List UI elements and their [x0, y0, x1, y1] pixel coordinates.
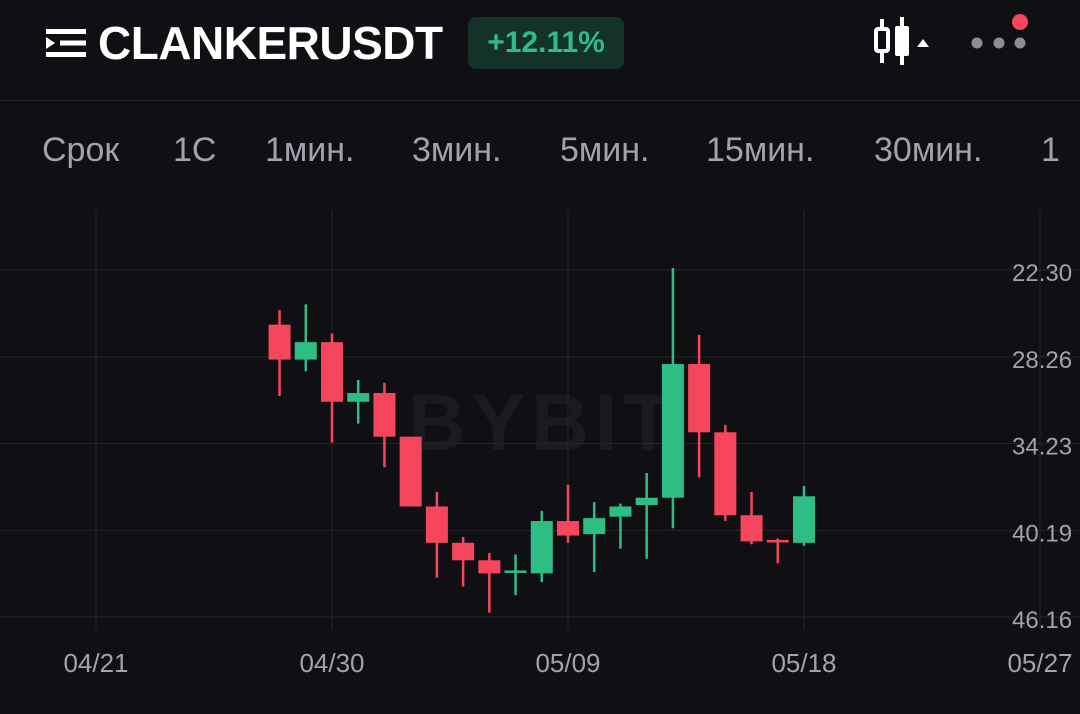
- candle-down[interactable]: [373, 382, 396, 468]
- candle-body: [583, 518, 606, 535]
- candle-up[interactable]: [530, 510, 553, 583]
- candle-down[interactable]: [399, 436, 422, 507]
- symbol-title[interactable]: CLANKERUSDT: [98, 17, 443, 69]
- candle-down[interactable]: [557, 484, 579, 543]
- tab-1s[interactable]: 1С: [173, 131, 217, 169]
- candle-body: [609, 506, 632, 517]
- notification-dot: [1012, 14, 1028, 30]
- price-change-badge: +12.11%: [468, 17, 624, 69]
- price-axis-label: 40.19: [1012, 520, 1072, 547]
- candle-body: [661, 363, 684, 498]
- candle-body: [714, 432, 737, 516]
- candle-up[interactable]: [635, 473, 658, 559]
- tab-1min[interactable]: 1мин.: [265, 131, 355, 169]
- axis-labels: 46.16 40.19 34.23 28.26 22.30 04/21 04/30 05/09…: [63, 260, 1072, 678]
- tab-15min[interactable]: 15мин.: [706, 131, 815, 169]
- tab-5min[interactable]: 5мин.: [560, 131, 650, 169]
- candle-body: [766, 539, 789, 543]
- price-axis-label: 28.26: [1012, 347, 1072, 374]
- date-axis-label: 04/30: [299, 648, 364, 678]
- candle-body: [373, 393, 396, 437]
- date-axis-label: 05/09: [535, 648, 600, 678]
- candle-up[interactable]: [793, 486, 815, 546]
- candlestick-chart-icon[interactable]: [873, 17, 929, 65]
- candle-up[interactable]: [583, 502, 606, 572]
- candle-down[interactable]: [688, 334, 711, 478]
- candle-down[interactable]: [321, 333, 343, 443]
- candle-body: [557, 521, 579, 536]
- candle-body: [530, 521, 553, 574]
- grid: [0, 210, 1080, 630]
- tab-30min[interactable]: 30мин.: [874, 131, 983, 169]
- candle-body: [321, 342, 343, 402]
- candle-down[interactable]: [478, 553, 501, 613]
- candle-down[interactable]: [766, 538, 789, 564]
- more-options-icon[interactable]: [966, 12, 1032, 60]
- header: CLANKERUSDT +12.11%: [0, 0, 1080, 101]
- tab-3min[interactable]: 3мин.: [412, 131, 502, 169]
- candle-body: [635, 497, 658, 506]
- candle-body: [740, 515, 763, 542]
- candle-body: [793, 496, 815, 543]
- candle-body: [268, 324, 291, 360]
- price-axis-label: 22.30: [1012, 260, 1072, 287]
- candle-body: [399, 436, 422, 507]
- price-axis-label: 34.23: [1012, 434, 1072, 461]
- candle-body: [452, 542, 475, 561]
- candle-up[interactable]: [609, 503, 632, 549]
- candle-body: [294, 342, 317, 360]
- candle-body: [504, 570, 527, 573]
- candlestick-chart[interactable]: 46.16 40.19 34.23 28.26 22.30 04/21 04/30 05/09…: [0, 200, 1080, 714]
- candle-body: [347, 393, 370, 402]
- timeframe-tabs: Срок 1С 1мин. 3мин. 5мин. 15мин. 30мин. …: [0, 100, 1080, 200]
- date-axis-label: 05/27: [1007, 648, 1072, 678]
- candle-body: [425, 506, 448, 543]
- candle-down[interactable]: [268, 310, 291, 396]
- date-axis-label: 04/21: [63, 648, 128, 678]
- bybit-watermark: BYBIT: [408, 378, 678, 467]
- candles: [268, 267, 815, 613]
- candle-down[interactable]: [740, 491, 763, 545]
- candle-down[interactable]: [452, 537, 475, 587]
- price-axis-label: 46.16: [1012, 607, 1072, 634]
- candle-down[interactable]: [425, 491, 448, 578]
- tab-period[interactable]: Срок: [42, 131, 120, 169]
- date-axis-label: 05/18: [771, 648, 836, 678]
- tab-1h-partial[interactable]: 1: [1041, 131, 1060, 169]
- candle-up[interactable]: [294, 304, 317, 372]
- candle-body: [478, 560, 501, 574]
- candle-body: [688, 363, 711, 433]
- candle-up[interactable]: [661, 267, 684, 529]
- candle-down[interactable]: [714, 425, 737, 522]
- menu-icon[interactable]: [46, 27, 88, 59]
- candle-up[interactable]: [347, 379, 370, 424]
- candle-up[interactable]: [504, 554, 527, 596]
